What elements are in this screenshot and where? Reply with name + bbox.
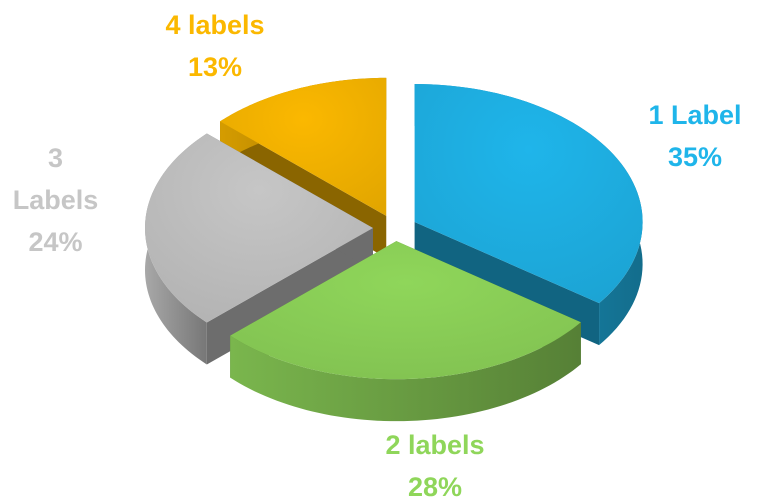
slice-top	[145, 133, 373, 323]
value-label: 28%	[407, 472, 463, 501]
category-label: 4 labels	[165, 10, 265, 40]
category-label: 1 Label	[648, 100, 742, 130]
data-label: 4 labels 13%	[130, 4, 300, 88]
value-label: 35%	[667, 142, 723, 172]
data-label: 2 labels 28%	[345, 424, 525, 501]
value-label: 24%	[28, 227, 83, 257]
slice-top	[230, 241, 581, 380]
slice-side	[230, 322, 581, 422]
data-label: 1 Label 35%	[620, 94, 764, 178]
category-label: 3 Labels	[12, 143, 99, 215]
slice-top	[414, 84, 643, 304]
value-label: 13%	[187, 52, 243, 82]
data-label: 3 Labels 24%	[8, 137, 103, 263]
category-label: 2 labels	[385, 430, 485, 460]
slice-top	[220, 77, 387, 216]
slice	[230, 241, 581, 422]
